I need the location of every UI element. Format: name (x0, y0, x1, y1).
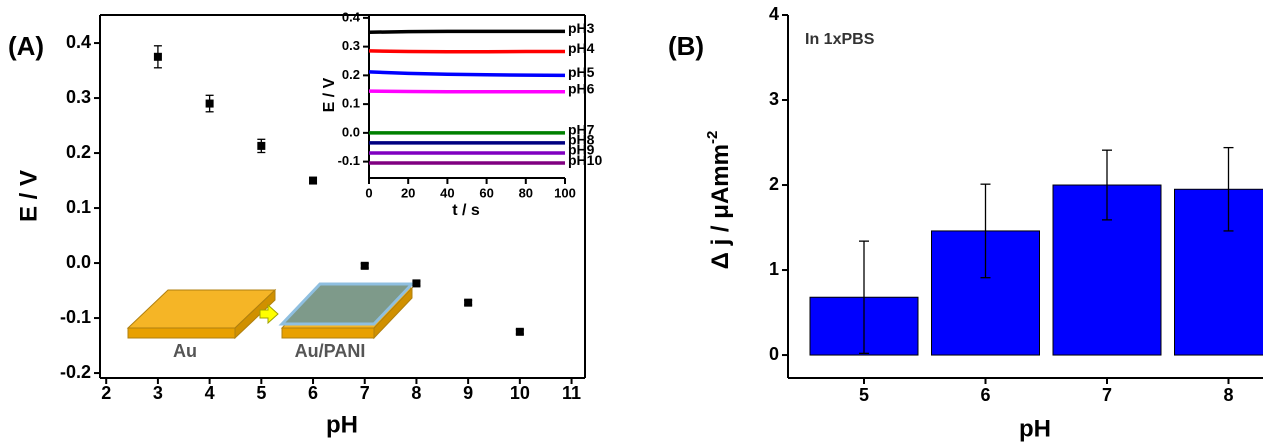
x-tick-label: 6 (980, 385, 990, 405)
series-label: pH10 (568, 152, 602, 168)
point (153, 52, 162, 61)
line (368, 89, 565, 94)
y-axis-label-superscript: -2 (704, 131, 721, 144)
y-tick-label: 0.3 (66, 87, 91, 107)
x-axis-label: pH (1019, 415, 1051, 442)
x-axis-label: pH (326, 411, 358, 438)
y-tick-label: 0.3 (342, 38, 360, 53)
x-tick-label: 7 (1102, 385, 1112, 405)
y-tick-label: 0 (769, 344, 779, 364)
y-tick-label: 1 (769, 259, 779, 279)
series-label: pH8 (568, 132, 595, 148)
series-label: pH5 (568, 64, 595, 80)
series-label: pH3 (568, 20, 595, 36)
au-slab-front (127, 327, 236, 339)
series-label: pH9 (568, 142, 595, 158)
line (368, 49, 565, 54)
x-tick-label: 4 (205, 383, 215, 403)
y-axis-label-text: Δ j / μAmm (707, 144, 734, 269)
panel-label: (A) (8, 31, 44, 61)
error-bar (1223, 146, 1234, 232)
x-tick-label: 80 (519, 185, 533, 200)
illustration-label: Au (173, 341, 197, 361)
x-tick-label: 100 (554, 185, 576, 200)
point (515, 327, 524, 336)
point (257, 141, 266, 150)
y-tick-label: -0.1 (60, 307, 91, 327)
line (368, 29, 565, 34)
series-label: pH4 (568, 40, 595, 56)
point (205, 99, 214, 108)
point (309, 176, 318, 185)
x-tick-label: 8 (411, 383, 421, 403)
x-tick-label: 8 (1223, 385, 1233, 405)
line (368, 70, 566, 78)
x-tick-label: 40 (440, 185, 454, 200)
x-tick-label: 3 (153, 383, 163, 403)
y-tick-label: 3 (769, 89, 779, 109)
x-tick-label: 60 (479, 185, 493, 200)
error-bar (859, 240, 869, 354)
x-tick-label: 11 (562, 383, 581, 403)
bar (1174, 188, 1263, 356)
series-label: pH7 (568, 122, 595, 138)
x-tick-label: 6 (308, 383, 318, 403)
y-tick-label: 0.2 (66, 142, 91, 162)
y-tick-label: 0.1 (342, 96, 360, 111)
illustration: Au Au/PANI (126, 282, 416, 361)
error-bar (980, 183, 991, 279)
y-tick-label: -0.2 (60, 362, 91, 382)
y-tick-label: 0.4 (342, 9, 361, 24)
series-label: pH6 (568, 80, 595, 96)
x-tick-label: 9 (463, 383, 473, 403)
pani-side (373, 286, 413, 340)
pani-film (278, 282, 416, 326)
y-tick-label: 0.0 (342, 124, 360, 139)
error-bar (1102, 149, 1112, 221)
x-tick-label: 10 (510, 383, 530, 403)
x-tick-label: 7 (360, 383, 370, 403)
x-tick-label: 5 (859, 385, 869, 405)
x-tick-label: 0 (365, 185, 372, 200)
x-tick-label: 2 (101, 383, 111, 403)
point (464, 298, 473, 307)
y-tick-label: 0.0 (66, 252, 91, 272)
au-slab-side (234, 288, 276, 340)
y-tick-label: 0.1 (66, 197, 91, 217)
point (412, 279, 421, 288)
y-axis-label: E / V (15, 170, 42, 222)
y-tick-label: 2 (769, 174, 779, 194)
arrow (259, 303, 279, 325)
pani-front (281, 327, 375, 339)
panel-label: (B) (668, 31, 704, 61)
y-axis-label: Δ j / μAmm-2 (704, 131, 734, 270)
x-tick-label: 20 (401, 185, 415, 200)
y-tick-label: 0.2 (342, 67, 360, 82)
y-tick-label: 0.4 (66, 32, 91, 52)
annotation: In 1xPBS (805, 31, 875, 48)
y-tick-label: 4 (769, 4, 779, 24)
illustration-label: Au/PANI (295, 341, 366, 361)
au-slab-top (126, 289, 277, 329)
x-tick-label: 5 (256, 383, 266, 403)
point (360, 261, 369, 270)
x-axis-label: t / s (452, 202, 480, 219)
y-tick-label: -0.1 (338, 153, 360, 168)
y-axis-label: E / V (321, 77, 338, 112)
